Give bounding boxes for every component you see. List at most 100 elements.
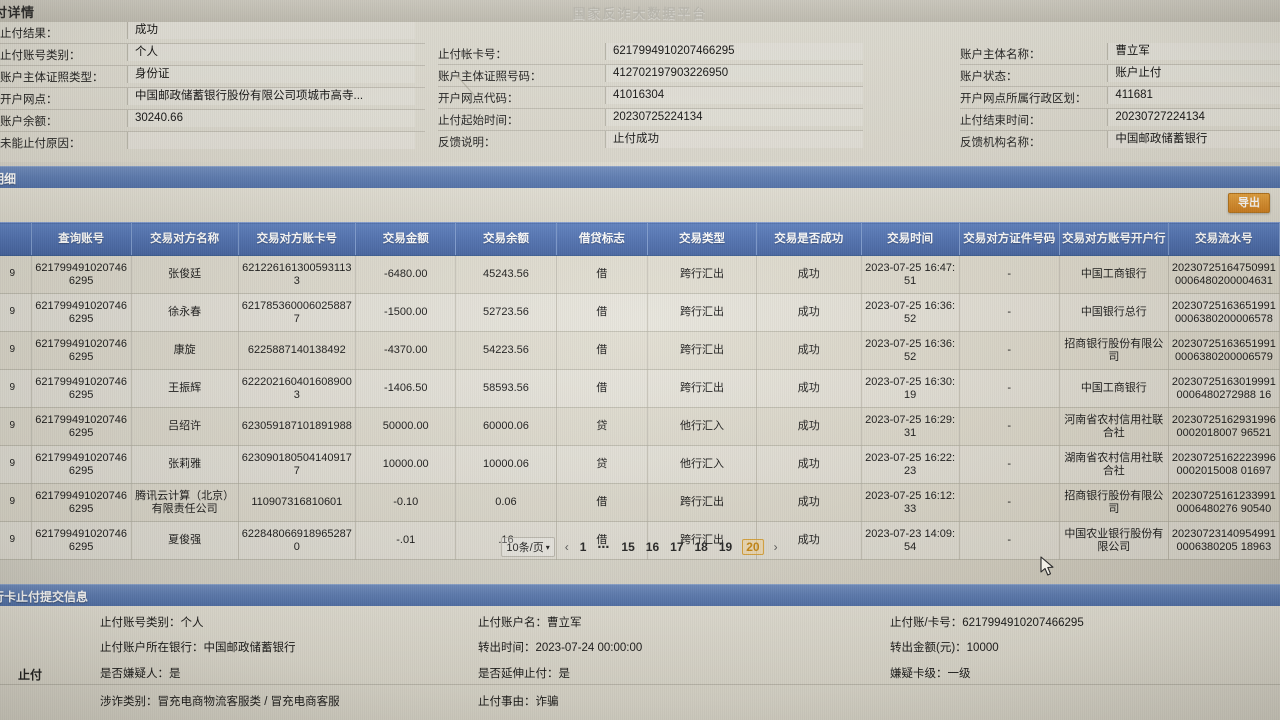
detail-row: 止付帐卡号： 6217994910207466295: [438, 43, 863, 65]
transaction-table: 查询账号 交易对方名称 交易对方账卡号 交易金额 交易余额 借贷标志 交易类型 …: [0, 222, 1280, 560]
detail-label: 未能止付原因：: [0, 137, 81, 150]
cell-amount: -1406.50: [355, 369, 457, 408]
cell-trade-time: 2023-07-25 16:29:31: [861, 407, 960, 446]
cell-serial: 202307251636519910006380200006579: [1168, 331, 1280, 370]
cell-trade-time: 2023-07-25 16:30:19: [861, 369, 960, 408]
table-row[interactable]: 9 6217994910207466295 王振辉 62220216040160890…: [0, 369, 1280, 408]
table-row[interactable]: 9 6217994910207466295 夏俊强 62284806691896528…: [0, 521, 1280, 560]
submit-row: 是否嫌疑人：是 是否延伸止付：是 嫌疑卡级：一级: [0, 665, 1280, 691]
submit-field: 嫌疑卡级：一级: [890, 668, 971, 680]
table-header-row: 查询账号 交易对方名称 交易对方账卡号 交易金额 交易余额 借贷标志 交易类型 …: [0, 222, 1280, 256]
col-header-counterparty-name[interactable]: 交易对方名称: [131, 222, 239, 256]
cell-trade-time: 2023-07-23 14:09:54: [861, 521, 960, 560]
transaction-table-element: 查询账号 交易对方名称 交易对方账卡号 交易金额 交易余额 借贷标志 交易类型 …: [0, 222, 1280, 560]
table-row[interactable]: 9 6217994910207466295 腾讯云计算（北京）有限责任公司 11090…: [0, 483, 1280, 522]
col-header-dc-flag[interactable]: 借贷标志: [556, 222, 649, 256]
table-row[interactable]: 9 6217994910207466295 吕绍许 62305918710189198…: [0, 407, 1280, 446]
detail-row: 反馈说明： 止付成功: [438, 131, 863, 152]
page-number-19[interactable]: 19: [718, 540, 733, 554]
detail-value: [127, 132, 415, 149]
detail-label: 账户主体证照号码：: [438, 70, 542, 83]
cell-serial: 202307251630199910006480272988 16: [1168, 369, 1280, 408]
cell-query-account: 6217994910207466295: [31, 369, 132, 408]
page-number-20[interactable]: 20: [742, 539, 764, 555]
col-header-counterparty-bank[interactable]: 交易对方账号开户行: [1059, 222, 1169, 256]
cell-trade-type: 跨行汇出: [647, 521, 758, 560]
cell-amount: -4370.00: [355, 331, 457, 370]
cell-dc-flag: 借: [556, 331, 649, 370]
cell-counterparty-bank: 中国银行总行: [1059, 293, 1169, 332]
col-header-trade-time[interactable]: 交易时间: [861, 222, 960, 256]
cell-success: 成功: [756, 407, 862, 446]
submit-field: 止付事由：诈骗: [478, 696, 559, 708]
detail-label: 反馈说明：: [438, 136, 496, 149]
cell-counterparty-card: 6212261613005931133: [238, 255, 357, 294]
cell-counterparty-bank: 湖南省农村信用社联合社: [1059, 445, 1169, 484]
cell-counterparty-bank: 中国工商银行: [1059, 369, 1169, 408]
submit-field: 止付账户名：曹立军: [478, 617, 582, 629]
page-size-selector[interactable]: 10条/页 ▾: [501, 537, 555, 557]
cell-dc-flag: 贷: [556, 445, 649, 484]
cell-counterparty-card: 6230901805041409177: [238, 445, 357, 484]
cell-query-account: 6217994910207466295: [31, 445, 132, 484]
col-header-serial[interactable]: 交易流水号: [1168, 222, 1280, 256]
cell-balance: 54223.56: [455, 331, 557, 370]
page-number-15[interactable]: 15: [621, 540, 635, 554]
col-header-query-account[interactable]: 查询账号: [31, 222, 132, 256]
export-button[interactable]: 导出: [1228, 193, 1270, 213]
detail-column-right: 账户主体名称： 曹立军 账户状态： 账户止付 开户网点所属行政区划： 41168…: [960, 43, 1280, 152]
detail-row: 止付结束时间： 20230727224134: [960, 109, 1280, 131]
submit-row: 止付账号类别：个人 止付账户名：曹立军 止付账/卡号：6217994910207…: [0, 614, 1280, 640]
cell-success: 成功: [756, 445, 862, 484]
section-band-label: 明细: [0, 172, 17, 186]
cell-amount: -6480.00: [355, 255, 457, 294]
table-row[interactable]: 9 6217994910207466295 康旋 6225887140138492 -4…: [0, 331, 1280, 370]
cell-query-account: 6217994910207466295: [31, 521, 132, 560]
cell-success: 成功: [756, 483, 862, 522]
detail-value: 身份证: [127, 66, 415, 83]
page-number-16[interactable]: 16: [645, 540, 660, 554]
cell-trade-time: 2023-07-25 16:22:23: [861, 445, 960, 484]
submit-field: 转出时间：2023-07-24 00:00:00: [478, 642, 643, 654]
col-header-index[interactable]: [0, 222, 32, 256]
cell-counterparty-card: 6222021604016089003: [238, 369, 357, 408]
table-row[interactable]: 9 6217994910207466295 张俊廷 62122616130059311…: [0, 255, 1280, 294]
cell-balance: 58593.56: [455, 369, 557, 408]
detail-value: 20230727224134: [1107, 109, 1280, 126]
cell-index: 9: [0, 483, 32, 522]
cell-counterparty-name: 康旋: [131, 331, 239, 370]
detail-row: 止付账号类别： 个人: [0, 44, 425, 66]
submit-row: 涉诈类别：冒充电商物流客服类 / 冒充电商客服 止付事由：诈骗: [0, 693, 1280, 719]
page-number-1[interactable]: 1: [579, 540, 587, 554]
cell-query-account: 6217994910207466295: [31, 483, 132, 522]
col-header-balance[interactable]: 交易余额: [455, 222, 557, 256]
page-number-18[interactable]: 18: [694, 540, 708, 554]
table-row[interactable]: 9 6217994910207466295 张莉雅 62309018050414091…: [0, 445, 1280, 484]
cell-amount: -.01: [355, 521, 457, 560]
prev-page-button[interactable]: ‹: [564, 540, 569, 554]
col-header-amount[interactable]: 交易金额: [355, 222, 457, 256]
col-header-trade-type[interactable]: 交易类型: [647, 222, 758, 256]
page-number-17[interactable]: 17: [670, 540, 684, 554]
next-page-button[interactable]: ›: [773, 540, 778, 554]
cell-counterparty-card: 6217853600060258877: [238, 293, 357, 332]
cell-amount: -1500.00: [355, 293, 457, 332]
cell-serial: 202307251636519910006380200006578: [1168, 293, 1280, 332]
cell-counterparty-name: 腾讯云计算（北京）有限责任公司: [131, 483, 239, 522]
submit-side-label: 止付: [18, 668, 43, 682]
detail-row: 未能止付原因：: [0, 132, 425, 153]
col-header-counterparty-card[interactable]: 交易对方账卡号: [238, 222, 357, 256]
cell-counterparty-name: 张莉雅: [131, 445, 239, 484]
col-header-counterparty-id[interactable]: 交易对方证件号码: [959, 222, 1060, 256]
cell-query-account: 6217994910207466295: [31, 331, 132, 370]
table-row[interactable]: 9 6217994910207466295 徐永春 62178536000602588…: [0, 293, 1280, 332]
cell-query-account: 6217994910207466295: [31, 407, 132, 446]
detail-label: 止付结果：: [0, 27, 58, 40]
cell-dc-flag: 借: [556, 293, 649, 332]
detail-label: 止付起始时间：: [438, 114, 519, 127]
cell-success: 成功: [756, 369, 862, 408]
col-header-success[interactable]: 交易是否成功: [756, 222, 862, 256]
detail-label: 账户主体证照类型：: [0, 71, 104, 84]
cell-amount: -0.10: [355, 483, 457, 522]
cell-counterparty-id: -: [959, 483, 1060, 522]
